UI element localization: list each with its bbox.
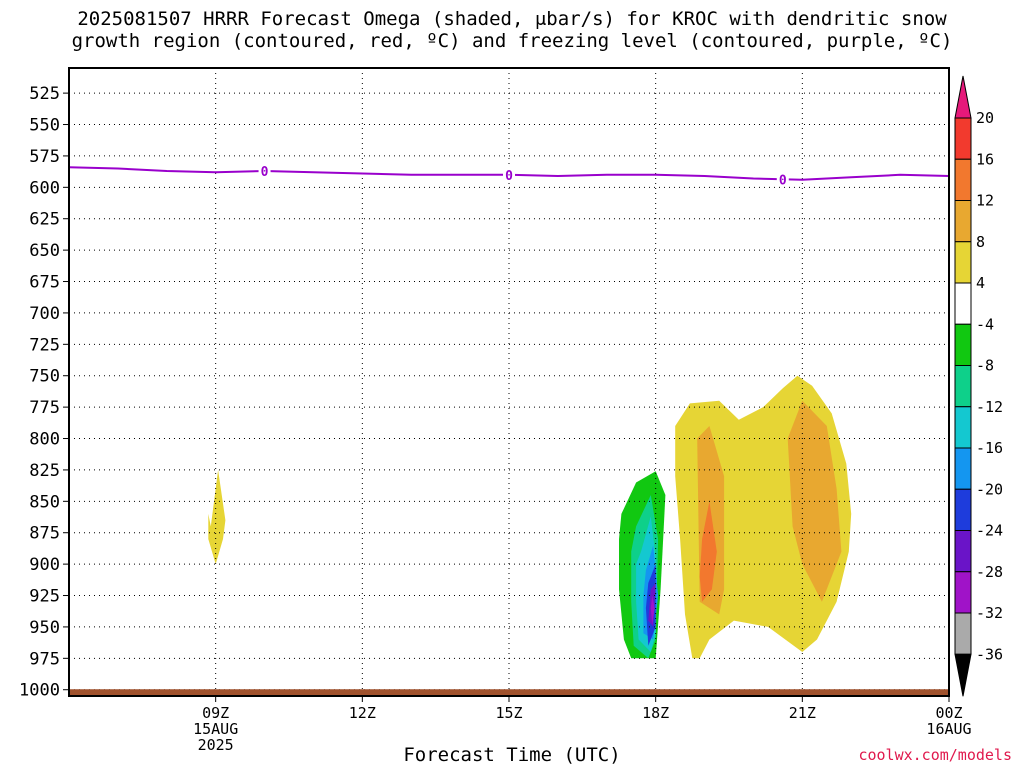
- colorbar-cell-8: [954, 406, 972, 449]
- y-tick-label-750: 750: [29, 367, 60, 387]
- chart-title-line-1: 2025081507 HRRR Forecast Omega (shaded, …: [77, 8, 947, 30]
- colorbar-label-13: -36: [976, 645, 1003, 663]
- freezing-level-label-bg-0: [258, 162, 271, 178]
- colorbar-cell-4: [954, 241, 972, 284]
- colorbar-cell-9: [954, 447, 972, 490]
- omega-shading: [208, 375, 852, 659]
- colorbar-label-5: -4: [976, 315, 994, 333]
- y-tick-label-525: 525: [29, 84, 60, 104]
- freezing-level-label-bg-2: [776, 171, 789, 187]
- y-tick-label-800: 800: [29, 430, 60, 450]
- x-tick-label-09Z-1: 15AUG: [193, 720, 238, 738]
- omega-region-7: [650, 595, 655, 625]
- colorbar-cell-13: [954, 612, 972, 655]
- surface-layer: [69, 689, 949, 696]
- freezing-level-contour: 0 0 0: [68, 162, 950, 188]
- colorbar-cell-1: [954, 117, 972, 160]
- colorbar-label-0: 20: [976, 109, 994, 127]
- y-tick-label-775: 775: [29, 398, 60, 418]
- freezing-level-label-0: 0: [261, 165, 269, 180]
- colorbar-bottom-arrow: [954, 653, 972, 697]
- x-tick-label-09Z-2: 2025: [198, 736, 234, 754]
- freezing-level-label-1: 0: [505, 169, 513, 184]
- colorbar-label-4: 4: [976, 274, 985, 292]
- omega-region-11: [699, 501, 717, 602]
- colorbar-label-6: -8: [976, 357, 994, 375]
- colorbar-label-12: -32: [976, 604, 1003, 622]
- y-tick-label-600: 600: [29, 178, 60, 198]
- y-tick-label-625: 625: [29, 210, 60, 230]
- colorbar-label-1: 16: [976, 150, 994, 168]
- colorbar-label-10: -24: [976, 522, 1003, 540]
- surface-ground: [69, 689, 949, 696]
- colorbar-cell-12: [954, 571, 972, 614]
- x-tick-label-09Z-0: 09Z: [202, 704, 229, 722]
- colorbar-cell-3: [954, 200, 972, 243]
- x-tick-label-15Z-0: 15Z: [495, 704, 522, 722]
- y-axis-ticks: 525 550 575 600 625 650 675 700 725 750 775 800 825 8…: [19, 84, 69, 701]
- y-tick-label-725: 725: [29, 335, 60, 355]
- colorbar-label-11: -28: [976, 563, 1003, 581]
- colorbar-cell-2: [954, 158, 972, 201]
- y-tick-label-850: 850: [29, 492, 60, 512]
- credit-link[interactable]: coolwx.com/models: [858, 746, 1012, 764]
- x-tick-label-18Z-0: 18Z: [642, 704, 669, 722]
- colorbar-cell-11: [954, 530, 972, 573]
- y-tick-label-900: 900: [29, 555, 60, 575]
- y-tick-label-550: 550: [29, 116, 60, 136]
- colorbar-label-8: -16: [976, 439, 1003, 457]
- y-tick-label-650: 650: [29, 241, 60, 261]
- x-tick-label-00Z-1: 16AUG: [926, 720, 971, 738]
- colorbar-cell-7: [954, 365, 972, 408]
- y-tick-label-700: 700: [29, 304, 60, 324]
- colorbar-cell-5: [954, 282, 972, 325]
- colorbar-label-7: -12: [976, 398, 1003, 416]
- colorbar-cell-10: [954, 488, 972, 531]
- y-tick-label-1000: 1000: [19, 681, 60, 701]
- colorbar-label-9: -20: [976, 480, 1003, 498]
- y-tick-label-875: 875: [29, 524, 60, 544]
- freezing-level-label-2: 0: [779, 173, 787, 188]
- chart-title-line-2: growth region (contoured, red, ºC) and f…: [71, 30, 953, 52]
- colorbar-label-3: 8: [976, 233, 985, 251]
- y-tick-label-925: 925: [29, 587, 60, 607]
- y-tick-label-675: 675: [29, 273, 60, 293]
- colorbar-top-arrow: [954, 75, 972, 119]
- y-tick-label-950: 950: [29, 618, 60, 638]
- x-axis-title: Forecast Time (UTC): [403, 744, 621, 766]
- colorbar: 20 16 12 8 4 -4 -8 -12 -16 -20 -24 -28 -32 -36: [954, 75, 1003, 697]
- x-tick-label-21Z-0: 21Z: [789, 704, 816, 722]
- x-tick-label-00Z-0: 00Z: [935, 704, 962, 722]
- colorbar-cell-6: [954, 323, 972, 366]
- x-tick-label-12Z-0: 12Z: [349, 704, 376, 722]
- y-tick-label-975: 975: [29, 649, 60, 669]
- y-tick-label-825: 825: [29, 461, 60, 481]
- colorbar-label-2: 12: [976, 192, 994, 210]
- y-tick-label-575: 575: [29, 147, 60, 167]
- freezing-level-label-bg-1: [503, 166, 515, 182]
- omega-region-0: [208, 469, 226, 565]
